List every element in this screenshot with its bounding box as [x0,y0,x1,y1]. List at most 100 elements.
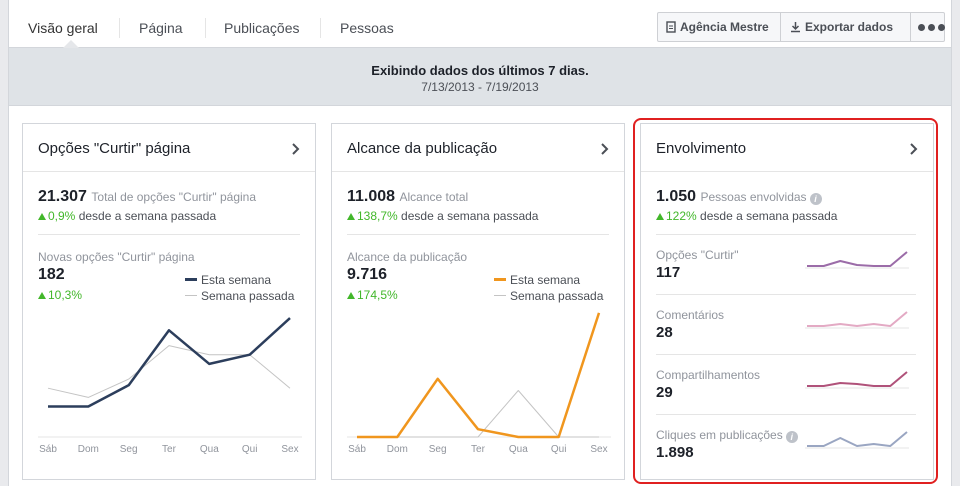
divider [656,294,916,295]
card-header[interactable]: Opções "Curtir" página [23,124,315,172]
card-title: Opções "Curtir" página [38,140,191,157]
chevron-right-icon[interactable] [600,142,610,156]
metric-value: 1.898 [656,444,694,461]
agency-button[interactable]: Agência Mestre [666,13,769,41]
more-dots-icon [918,23,945,31]
export-data-button[interactable]: Exportar dados [790,13,893,41]
comments-sparkline [805,311,909,329]
divider [656,354,916,355]
metric-label-text: Cliques em publicações [656,428,783,442]
post-clicks-sparkline [805,431,909,449]
series-line-this-week [357,312,601,439]
tab-people[interactable]: Pessoas [340,20,394,36]
x-tick-label: Sáb [348,444,366,455]
total-reach-label: Alcance total [399,190,469,204]
post-reach-label: Alcance da publicação [347,250,468,264]
legend-last-week: Semana passada [185,289,294,303]
up-arrow-icon [347,292,355,299]
divider [656,414,916,415]
engagement-card: Envolvimento 1.050 Pessoas envolvidas i 1… [640,123,934,480]
card-header[interactable]: Alcance da publicação [332,124,624,172]
x-tick-label: Seg [120,444,138,455]
divider [656,234,916,235]
series-line-this-week [48,317,291,408]
total-likes-label: Total de opções "Curtir" página [91,190,257,204]
metric-label: Opções "Curtir" [656,248,739,262]
tab-divider [205,18,206,38]
metric-value: 28 [656,324,673,341]
x-tick-label: Ter [162,444,177,455]
tab-posts[interactable]: Publicações [224,20,300,36]
legend-label: Esta semana [510,273,581,287]
x-tick-label: Dom [78,444,99,455]
total-likes: 21.307 Total de opções "Curtir" página [38,188,256,206]
button-divider [910,13,911,41]
chevron-right-icon[interactable] [909,142,919,156]
people-engaged-label: Pessoas envolvidas [700,190,807,204]
sparkline [807,251,908,267]
x-tick-label: Sex [590,444,607,455]
card-title: Envolvimento [656,140,747,157]
button-divider [780,13,781,41]
legend-this-week: Esta semana [185,273,271,287]
new-likes-value: 182 [38,266,65,283]
up-arrow-icon [347,213,355,220]
delta-value: 138,7% [357,209,398,223]
delta-text: desde a semana passada [700,209,838,223]
x-tick-label: Seg [429,444,447,455]
date-range-banner: Exibindo dados dos últimos 7 dias. 7/13/… [8,48,952,106]
metric-value: 117 [656,264,681,281]
legend-swatch [494,278,506,281]
x-tick-label: Qua [200,444,219,455]
total-reach-value: 11.008 [347,188,396,205]
post-reach-delta: 174,5% [347,288,398,302]
x-tick-label: Dom [387,444,408,455]
more-options-button[interactable] [918,13,945,41]
x-tick-label: Qua [509,444,528,455]
toolbar-buttons: Agência Mestre Exportar dados [657,12,945,42]
legend-this-week: Esta semana [494,273,580,287]
chevron-right-icon[interactable] [291,142,301,156]
divider [38,234,300,235]
card-header[interactable]: Envolvimento [641,124,933,172]
delta-text: desde a semana passada [78,209,217,223]
metric-value: 29 [656,384,673,401]
banner-date-range: 7/13/2013 - 7/19/2013 [421,80,539,94]
people-engaged: 1.050 Pessoas envolvidas i [656,188,822,206]
legend-swatch [185,295,197,296]
document-icon [666,21,676,33]
tab-page[interactable]: Página [139,20,183,36]
card-title: Alcance da publicação [347,140,498,157]
up-arrow-icon [38,213,46,220]
up-arrow-icon [656,213,664,220]
info-icon[interactable]: i [809,193,822,205]
likes-line-chart: Sáb Dom Seg Ter Qua Qui Sex [38,317,302,455]
up-arrow-icon [38,292,46,299]
total-reach-delta: 138,7% desde a semana passada [347,209,538,223]
shares-sparkline [805,371,909,389]
agency-button-label: Agência Mestre [680,20,769,34]
people-engaged-value: 1.050 [656,188,697,205]
total-likes-value: 21.307 [38,188,87,205]
post-reach-card: Alcance da publicação 11.008 Alcance tot… [331,123,625,480]
metric-label: Compartilhamentos [656,368,761,382]
people-engaged-delta: 122% desde a semana passada [656,209,837,223]
tab-divider [320,18,321,38]
x-tick-label: Qui [242,444,258,455]
delta-value: 10,3% [48,288,83,302]
tab-overview[interactable]: Visão geral [28,20,98,36]
series-line-last-week [47,345,291,398]
sparkline [807,431,908,447]
top-navigation: Visão geral Página Publicações Pessoas A… [8,0,952,48]
active-tab-caret [63,40,79,48]
delta-value: 122% [666,209,697,223]
delta-text: desde a semana passada [401,209,539,223]
metric-label: Cliques em publicações i [656,428,798,443]
metric-label: Comentários [656,308,725,322]
download-icon [791,22,800,33]
sparkline [807,311,908,327]
delta-value: 0,9% [48,209,76,223]
export-button-label: Exportar dados [805,20,894,34]
legend-swatch [494,295,506,296]
info-icon[interactable]: i [785,431,798,443]
